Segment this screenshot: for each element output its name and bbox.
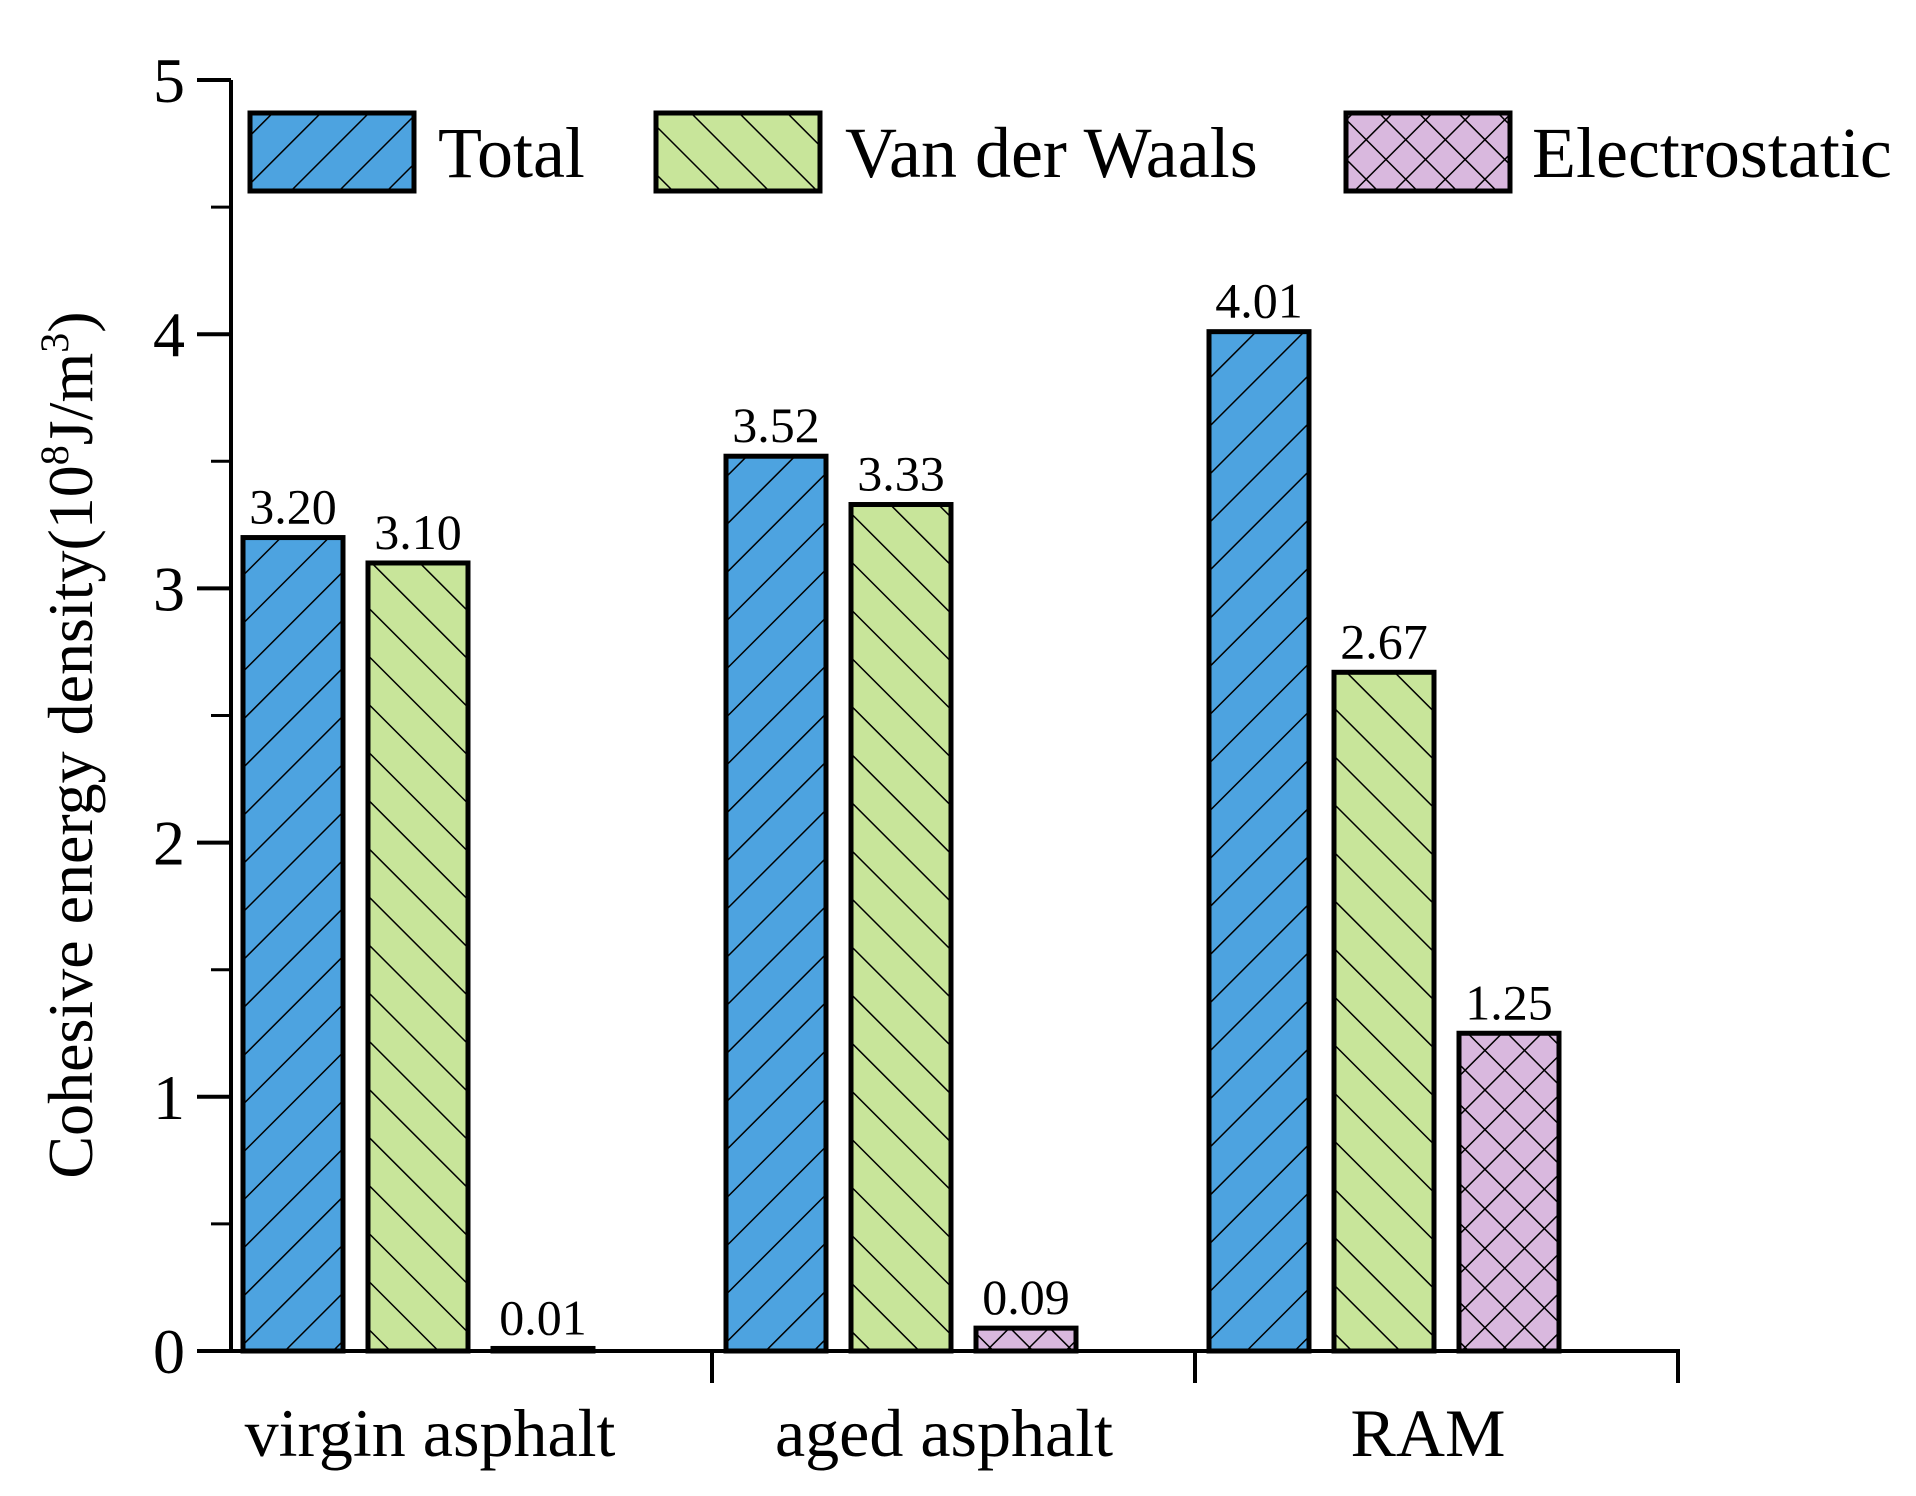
legend-swatch-total bbox=[247, 110, 417, 194]
bar-van-der-waals-aged-asphalt bbox=[848, 502, 954, 1354]
y-tick-label-3: 3 bbox=[153, 553, 185, 624]
value-label-electrostatic-aged-asphalt: 0.09 bbox=[982, 1269, 1070, 1325]
legend-item-electrostatic: Electrostatic bbox=[1343, 110, 1892, 194]
bar-van-der-waals-virgin-asphalt bbox=[365, 560, 471, 1354]
category-label-ram: RAM bbox=[1351, 1395, 1506, 1471]
value-label-total-aged-asphalt: 3.52 bbox=[732, 397, 820, 453]
bar-total-virgin-asphalt bbox=[240, 535, 346, 1354]
value-label-total-ram: 4.01 bbox=[1215, 273, 1303, 329]
value-label-van-der-waals-aged-asphalt: 3.33 bbox=[857, 446, 945, 502]
bar-electrostatic-aged-asphalt bbox=[973, 1325, 1079, 1354]
y-tick-label-5: 5 bbox=[153, 45, 185, 116]
category-label-aged-asphalt: aged asphalt bbox=[775, 1395, 1113, 1471]
legend-item-van-der-waals: Van der Waals bbox=[653, 110, 1258, 194]
legend-item-total: Total bbox=[247, 110, 585, 194]
y-tick-label-2: 2 bbox=[153, 808, 185, 879]
bar-value-labels: 3.20 3.10 0.01 3.52 3.33 0.09 4.01 2.67 1.25 bbox=[249, 273, 1553, 1346]
bars bbox=[240, 329, 1562, 1354]
y-tick-label-1: 1 bbox=[153, 1062, 185, 1133]
y-tick-label-0: 0 bbox=[153, 1316, 185, 1387]
legend: Total Van der Waals Electrostatic bbox=[247, 110, 1892, 194]
legend-label-electrostatic: Electrostatic bbox=[1532, 113, 1892, 193]
category-label-virgin-asphalt: virgin asphalt bbox=[245, 1395, 616, 1471]
bar-total-ram bbox=[1206, 329, 1312, 1354]
bar-electrostatic-ram bbox=[1456, 1030, 1562, 1354]
value-label-van-der-waals-ram: 2.67 bbox=[1340, 613, 1428, 669]
bar-van-der-waals-ram bbox=[1331, 669, 1437, 1354]
y-axis-title: Cohesive energy density(108J/m3) bbox=[32, 311, 106, 1178]
legend-label-total: Total bbox=[438, 113, 585, 193]
value-label-total-virgin-asphalt: 3.20 bbox=[249, 479, 337, 535]
legend-swatch-electrostatic bbox=[1343, 110, 1513, 194]
y-tick-label-4: 4 bbox=[153, 299, 185, 370]
value-label-electrostatic-ram: 1.25 bbox=[1465, 974, 1553, 1030]
legend-swatch-van-der-waals bbox=[653, 110, 823, 194]
legend-label-van-der-waals: Van der Waals bbox=[845, 113, 1258, 193]
x-category-labels: virgin asphalt aged asphalt RAM bbox=[245, 1395, 1506, 1471]
y-ticks: 0 1 2 3 4 5 bbox=[153, 45, 231, 1387]
value-label-van-der-waals-virgin-asphalt: 3.10 bbox=[374, 504, 462, 560]
x-ticks bbox=[710, 1351, 1680, 1383]
bar-total-aged-asphalt bbox=[723, 453, 829, 1354]
value-label-electrostatic-virgin-asphalt: 0.01 bbox=[499, 1289, 587, 1345]
